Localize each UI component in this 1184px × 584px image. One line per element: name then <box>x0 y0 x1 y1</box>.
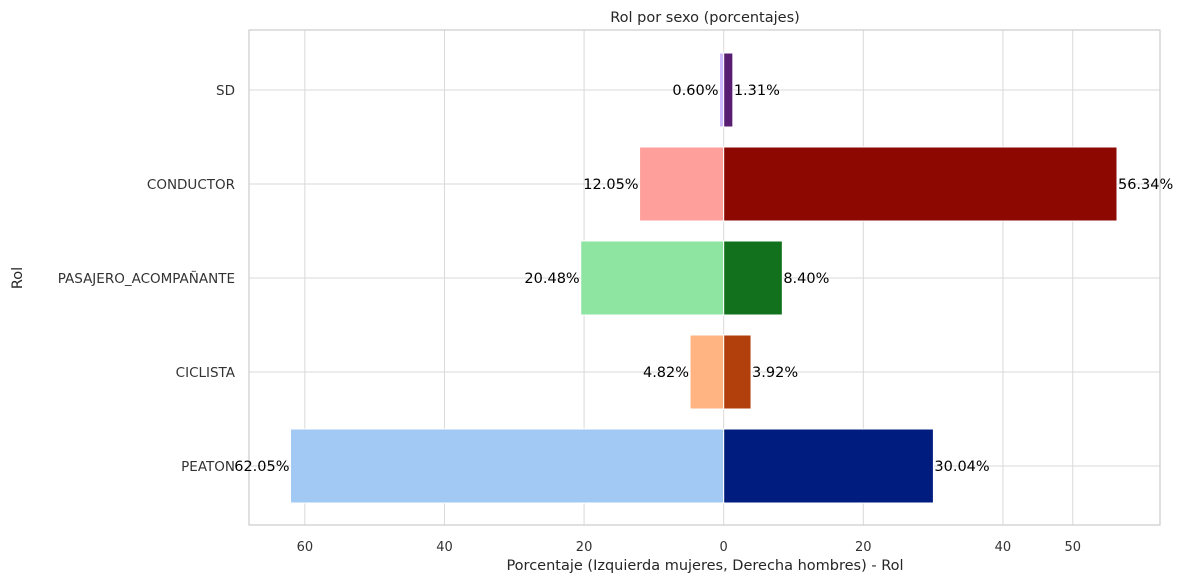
x-tick-label: 0 <box>720 540 728 555</box>
y-axis-ticks: PEATON CICLISTA PASAJERO_ACOMPAÑANTE CONDUC… <box>58 83 236 475</box>
y-tick-label: PASAJERO_ACOMPAÑANTE <box>58 270 235 287</box>
x-tick-label: 60 <box>297 540 314 555</box>
x-tick-label: 40 <box>995 540 1012 555</box>
data-label-right: 8.40% <box>783 271 829 287</box>
data-label-left: 12.05% <box>583 177 638 193</box>
bar-left-sd <box>719 52 725 128</box>
bar-right-ciclista <box>723 334 752 410</box>
y-axis-label: Rol <box>10 267 26 289</box>
y-tick-label: CICLISTA <box>176 365 236 381</box>
data-labels: 62.05% 4.82% 20.48% 12.05% 0.60% 30.04% 3.92% 8… <box>234 83 1173 475</box>
bars-layer <box>290 52 1118 504</box>
data-label-left: 4.82% <box>643 365 689 381</box>
bar-left-conductor <box>639 146 725 222</box>
y-tick-label: SD <box>216 83 235 99</box>
data-label-left: 0.60% <box>672 83 718 99</box>
data-label-left: 62.05% <box>234 459 289 475</box>
bar-left-ciclista <box>689 334 725 410</box>
x-axis-ticks: 60 40 20 0 20 40 50 <box>297 540 1081 555</box>
x-tick-label: 40 <box>436 540 453 555</box>
bar-right-conductor <box>723 146 1118 222</box>
x-axis-label: Porcentaje (Izquierda mujeres, Derecha h… <box>506 558 903 574</box>
y-tick-label: CONDUCTOR <box>147 177 235 193</box>
bar-right-pasajero_acompañante <box>723 240 783 316</box>
data-label-right: 56.34% <box>1118 177 1173 193</box>
bar-right-sd <box>723 52 734 128</box>
plot-frame <box>248 29 1161 526</box>
data-label-right: 3.92% <box>752 365 798 381</box>
chart-title: Rol por sexo (porcentajes) <box>610 10 800 26</box>
bar-left-pasajero_acompañante <box>580 240 725 316</box>
data-label-left: 20.48% <box>524 271 579 287</box>
data-label-right: 1.31% <box>734 83 780 99</box>
bar-left-peaton <box>290 428 725 504</box>
x-tick-label: 20 <box>855 540 872 555</box>
bar-right-peaton <box>723 428 934 504</box>
data-label-right: 30.04% <box>934 459 989 475</box>
x-tick-label: 50 <box>1064 540 1081 555</box>
x-tick-label: 20 <box>576 540 593 555</box>
y-tick-label: PEATON <box>181 459 235 475</box>
